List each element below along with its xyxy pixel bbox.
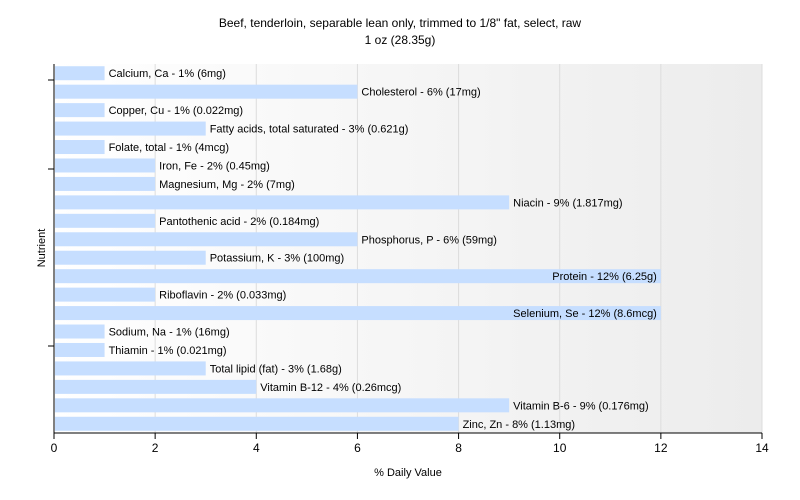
bar	[55, 232, 358, 247]
x-tick-label: 10	[553, 441, 567, 455]
bar	[55, 324, 105, 339]
bar	[55, 66, 105, 81]
bar	[55, 103, 105, 118]
x-tick-label: 14	[755, 441, 769, 455]
x-tick-label: 0	[51, 441, 58, 455]
x-tick-labels: 0 2 4 6 8 10 12 14	[51, 441, 769, 455]
chart-title: Beef, tenderloin, separable lean only, t…	[219, 16, 582, 30]
bar-label: Riboflavin - 2% (0.033mg)	[159, 290, 286, 302]
bar-label: Sodium, Na - 1% (16mg)	[109, 327, 230, 339]
bar	[55, 250, 206, 265]
bar-label: Thiamin - 1% (0.021mg)	[109, 345, 227, 357]
bar	[55, 176, 156, 191]
bar-label: Fatty acids, total saturated - 3% (0.621…	[210, 124, 409, 136]
bar-label: Vitamin B-12 - 4% (0.26mcg)	[260, 382, 401, 394]
y-axis-title: Nutrient	[36, 229, 48, 268]
chart-subtitle: 1 oz (28.35g)	[365, 33, 436, 47]
bar-label: Calcium, Ca - 1% (6mg)	[109, 68, 226, 80]
x-tick-label: 2	[152, 441, 159, 455]
bar-label: Iron, Fe - 2% (0.45mg)	[159, 160, 270, 172]
bar	[55, 287, 156, 302]
bar	[55, 195, 510, 210]
axes-group	[48, 64, 763, 439]
bar-label: Pantothenic acid - 2% (0.184mg)	[159, 216, 319, 228]
bar-label: Copper, Cu - 1% (0.022mg)	[109, 105, 244, 117]
x-tick-label: 12	[654, 441, 668, 455]
bar-label: Total lipid (fat) - 3% (1.68g)	[210, 363, 342, 375]
bar	[55, 379, 257, 394]
bar	[55, 140, 105, 155]
bars-group: Calcium, Ca - 1% (6mg) Cholesterol - 6% (…	[55, 66, 661, 431]
bar-label: Selenium, Se - 12% (8.6mcg)	[513, 308, 657, 320]
bar	[55, 269, 661, 284]
bar	[55, 398, 510, 413]
bar-label: Vitamin B-6 - 9% (0.176mg)	[513, 400, 649, 412]
bar	[55, 361, 206, 376]
x-tick-label: 6	[354, 441, 361, 455]
bar	[55, 213, 156, 228]
bar	[55, 416, 459, 431]
bar	[55, 306, 661, 321]
bar-label: Cholesterol - 6% (17mg)	[361, 87, 480, 99]
plot-area	[54, 64, 762, 433]
bar	[55, 84, 358, 99]
bar-label: Zinc, Zn - 8% (1.13mg)	[463, 419, 575, 431]
x-tick-label: 8	[455, 441, 462, 455]
bar-label: Protein - 12% (6.25g)	[552, 271, 657, 283]
bar	[55, 158, 156, 173]
bar-label: Magnesium, Mg - 2% (7mg)	[159, 179, 295, 191]
bar-label: Potassium, K - 3% (100mg)	[210, 253, 345, 265]
plot-background	[54, 64, 762, 433]
x-axis-title: % Daily Value	[374, 467, 442, 479]
bar	[55, 342, 105, 357]
x-tick-label: 4	[253, 441, 260, 455]
bar	[55, 121, 206, 136]
bar-label: Niacin - 9% (1.817mg)	[513, 197, 622, 209]
bar-label: Phosphorus, P - 6% (59mg)	[361, 234, 497, 246]
bar-label: Folate, total - 1% (4mcg)	[109, 142, 229, 154]
